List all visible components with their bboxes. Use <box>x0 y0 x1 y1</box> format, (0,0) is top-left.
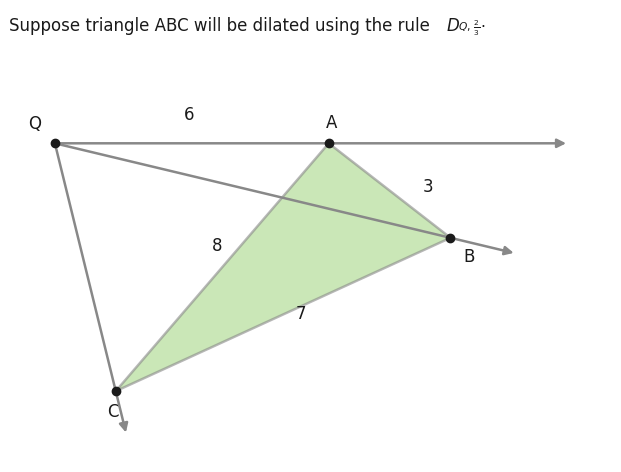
Text: C: C <box>107 403 119 421</box>
Text: 3: 3 <box>423 178 433 196</box>
Text: Q: Q <box>29 115 42 133</box>
Text: B: B <box>464 248 475 266</box>
Text: A: A <box>326 114 337 132</box>
Text: 6: 6 <box>184 106 194 125</box>
Text: Suppose triangle ABC will be dilated using the rule: Suppose triangle ABC will be dilated usi… <box>9 17 435 34</box>
Text: $D$: $D$ <box>446 17 460 34</box>
Polygon shape <box>116 143 450 391</box>
Text: 8: 8 <box>212 237 222 255</box>
Text: $_{Q,\,\frac{2}{3}}$.: $_{Q,\,\frac{2}{3}}$. <box>458 19 486 38</box>
Text: 7: 7 <box>296 305 307 323</box>
